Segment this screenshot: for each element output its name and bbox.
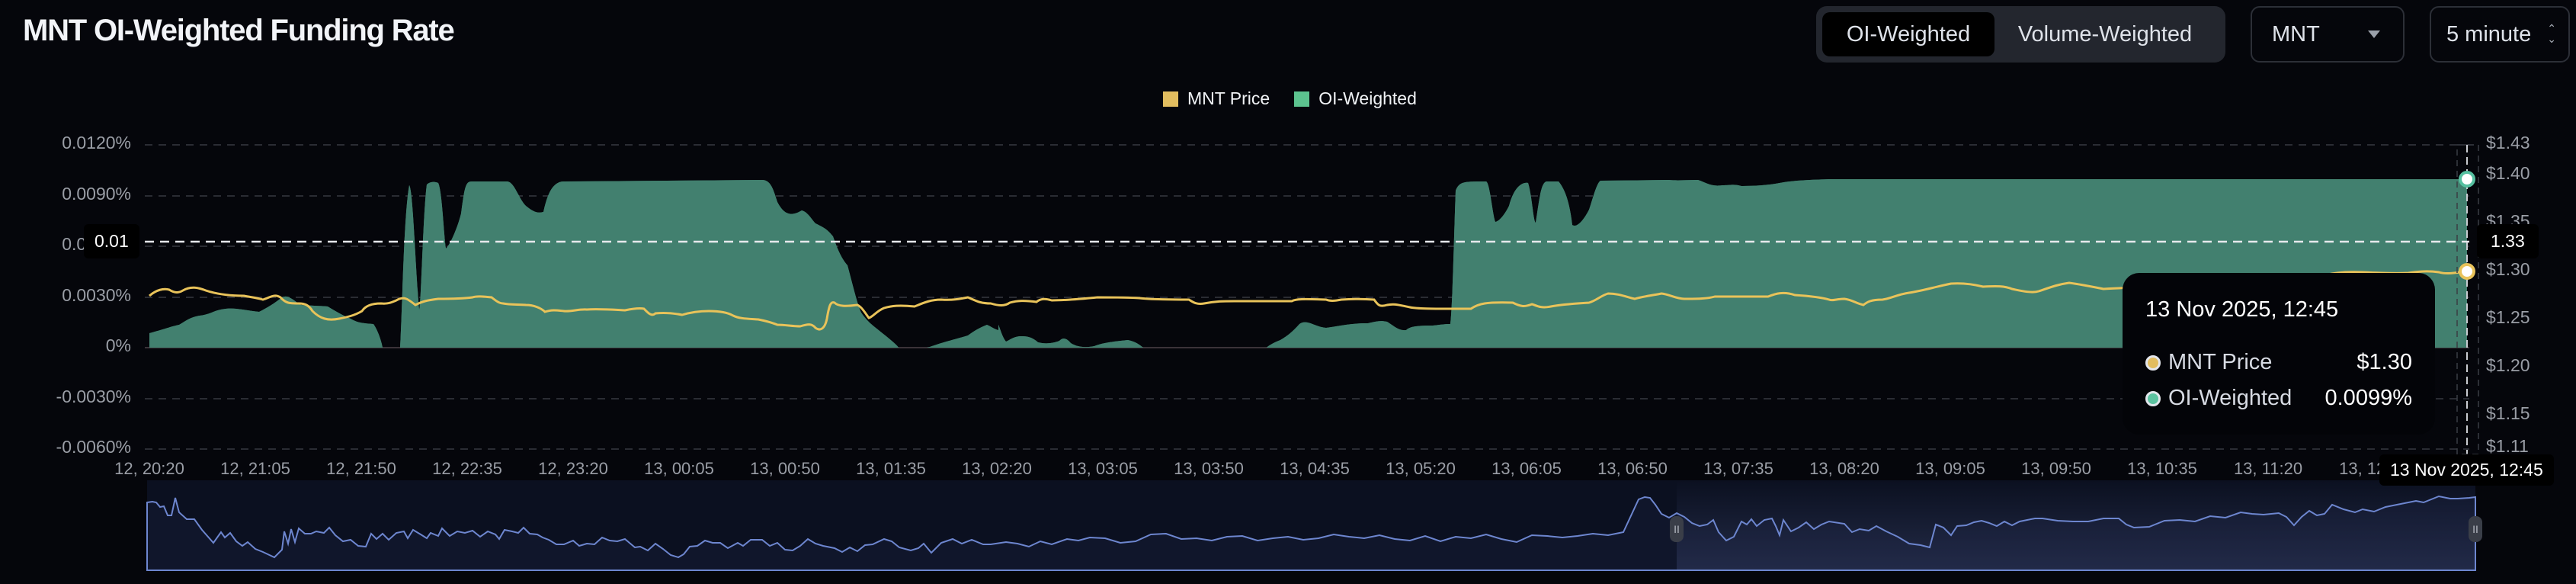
x-tick: 13, 09:05 bbox=[1915, 459, 1985, 478]
x-tick: 12, 22:35 bbox=[432, 459, 502, 478]
x-tick: 13, 05:20 bbox=[1386, 459, 1456, 478]
up-down-chevron-icon: ⌃ ⌄ bbox=[2547, 22, 2556, 45]
tab-volume-weighted[interactable]: Volume-Weighted bbox=[2017, 21, 2193, 47]
crosshair-x-value: 13 Nov 2025, 12:45 bbox=[2379, 454, 2554, 486]
tooltip-series-name: MNT Price bbox=[2168, 350, 2273, 374]
tooltip-series-name: OI-Weighted bbox=[2168, 386, 2292, 410]
y-tick-right: $1.40 bbox=[2486, 163, 2530, 183]
x-tick: 13, 00:05 bbox=[644, 459, 714, 478]
y-tick-right: $1.20 bbox=[2486, 355, 2530, 375]
x-tick: 12, 21:05 bbox=[220, 459, 290, 478]
tooltip-row-price: MNT Price $1.30 bbox=[2145, 350, 2412, 375]
price-dot-icon bbox=[2145, 355, 2161, 371]
y-tick-left: 0.0090% bbox=[62, 184, 131, 204]
x-tick: 13, 04:35 bbox=[1280, 459, 1350, 478]
tooltip-series-value: 0.0099% bbox=[2324, 386, 2413, 410]
x-tick: 13, 07:35 bbox=[1703, 459, 1773, 478]
legend-item-price[interactable]: MNT Price bbox=[1163, 88, 1270, 109]
x-tick: 13, 06:50 bbox=[1597, 459, 1668, 478]
interval-select[interactable]: 5 minute ⌃ ⌄ bbox=[2430, 6, 2570, 63]
tooltip-series-value: $1.30 bbox=[2357, 350, 2412, 374]
legend-item-oi[interactable]: OI-Weighted bbox=[1294, 88, 1417, 109]
x-tick: 13, 01:35 bbox=[856, 459, 926, 478]
oi-weighted-area bbox=[149, 179, 2467, 439]
time-brush bbox=[146, 480, 2476, 571]
brush-start-handle[interactable]: II bbox=[1670, 516, 1684, 542]
legend-label: OI-Weighted bbox=[1318, 88, 1417, 108]
x-tick: 12, 23:20 bbox=[538, 459, 608, 478]
chart-legend: MNT Price OI-Weighted bbox=[1163, 88, 1441, 109]
y-tick-right: $1.43 bbox=[2486, 133, 2530, 152]
y-tick-left: 0.0120% bbox=[62, 133, 131, 152]
mnt-price-line bbox=[149, 270, 2468, 331]
y-tick-right: $1.11 bbox=[2486, 436, 2529, 456]
x-tick: 13, 08:20 bbox=[1809, 459, 1879, 478]
chart-tooltip: 13 Nov 2025, 12:45 MNT Price $1.30 OI-We… bbox=[2123, 273, 2435, 435]
y-tick-left: 0% bbox=[105, 335, 131, 355]
crosshair-left-value: 0.01 bbox=[84, 224, 139, 258]
x-tick: 13, 03:50 bbox=[1174, 459, 1244, 478]
crosshair-right-value: 1.33 bbox=[2477, 224, 2539, 258]
tooltip-row-oi: OI-Weighted 0.0099% bbox=[2145, 386, 2412, 411]
price-swatch-icon bbox=[1163, 91, 1178, 107]
y-tick-right: $1.25 bbox=[2486, 307, 2530, 327]
x-tick: 13, 09:50 bbox=[2021, 459, 2091, 478]
legend-label: MNT Price bbox=[1187, 88, 1270, 108]
tooltip-date: 13 Nov 2025, 12:45 bbox=[2145, 297, 2339, 322]
tab-oi-weighted[interactable]: OI-Weighted bbox=[1822, 12, 1994, 56]
oi-positive-line bbox=[149, 179, 2467, 439]
y-tick-right: $1.15 bbox=[2486, 403, 2530, 423]
x-tick: 13, 06:05 bbox=[1491, 459, 1562, 478]
x-tick: 12, 21:50 bbox=[326, 459, 396, 478]
interval-select-value: 5 minute bbox=[2446, 21, 2532, 47]
price-active-dot bbox=[2459, 263, 2475, 280]
oi-dot-icon bbox=[2145, 390, 2161, 406]
x-tick: 13, 11:20 bbox=[2233, 459, 2303, 478]
symbol-select[interactable]: MNT bbox=[2251, 6, 2405, 63]
caret-down-icon bbox=[2368, 30, 2380, 38]
brush-line bbox=[146, 495, 2476, 571]
oi-swatch-icon bbox=[1294, 91, 1310, 107]
x-tick: 12, 20:20 bbox=[114, 459, 184, 478]
y-tick-left: 0.0030% bbox=[62, 285, 131, 305]
x-tick: 13, 03:05 bbox=[1068, 459, 1138, 478]
oi-active-dot bbox=[2459, 171, 2475, 188]
brush-end-handle[interactable]: II bbox=[2469, 516, 2482, 542]
page-title: MNT OI-Weighted Funding Rate bbox=[23, 14, 455, 47]
y-tick-left: -0.0030% bbox=[56, 387, 131, 406]
y-tick-right: $1.30 bbox=[2486, 259, 2530, 279]
x-tick: 13, 02:20 bbox=[962, 459, 1032, 478]
weighting-toggle: OI-Weighted Volume-Weighted bbox=[1816, 6, 2225, 63]
symbol-select-value: MNT bbox=[2272, 21, 2320, 47]
y-tick-left: -0.0060% bbox=[56, 437, 131, 457]
x-tick: 13, 10:35 bbox=[2127, 459, 2197, 478]
x-tick: 13, 00:50 bbox=[750, 459, 820, 478]
